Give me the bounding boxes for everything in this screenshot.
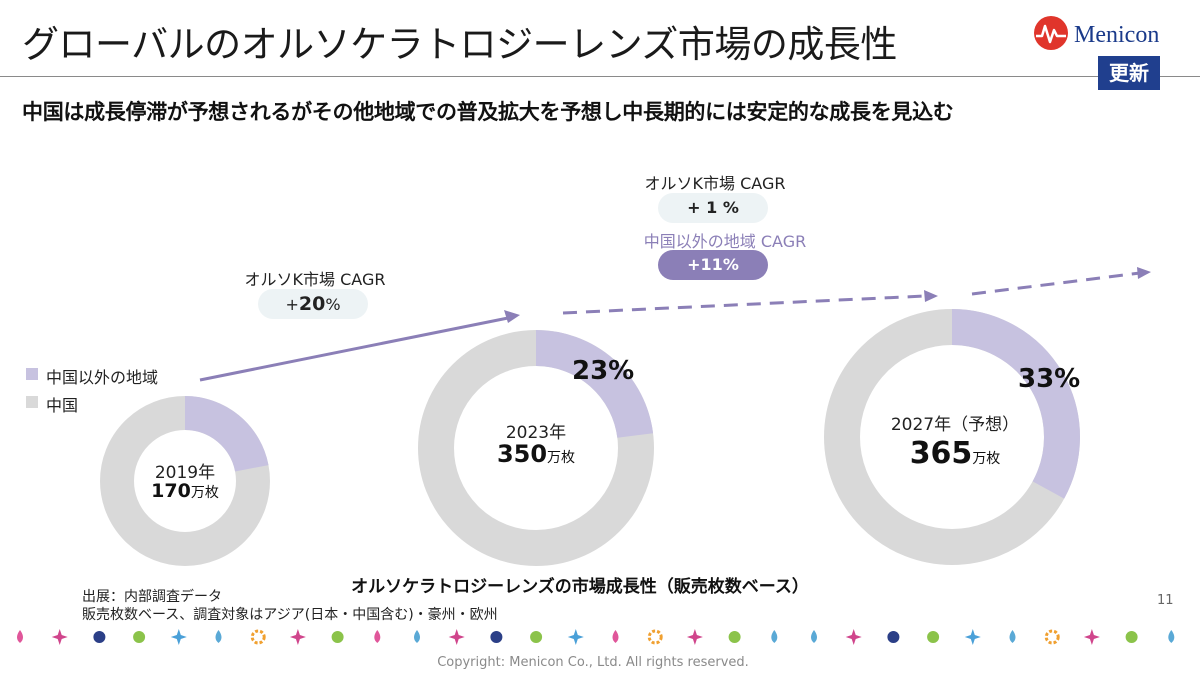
donut-layer (100, 309, 1080, 566)
update-badge: 更新 (1098, 56, 1160, 90)
donut-total-2019-number: 170 (151, 480, 191, 502)
decor-sparkle-icon (51, 629, 68, 645)
donut-total-2023-number: 350 (496, 440, 548, 468)
donut-pct-2027: 33% (1018, 364, 1081, 394)
growth-arrow-head (504, 310, 520, 323)
donut-pct-2023: 23% (572, 356, 635, 386)
decorative-icon-row (17, 629, 1175, 645)
forecast-arrow-head-2 (1137, 267, 1151, 279)
decor-drop-icon (414, 630, 420, 643)
donut-total-2023-unit: 万枚 (547, 450, 576, 466)
decor-drop-icon (215, 630, 222, 643)
menicon-logo: Menicon (1034, 16, 1159, 50)
decor-flower-icon (1044, 629, 1060, 645)
logo-mark-icon (1034, 16, 1068, 50)
cagr-value-suffix: % (325, 295, 341, 314)
legend-label-china: 中国 (46, 396, 79, 415)
forecast-arrow-line-2 (971, 271, 1141, 296)
decor-sparkle-icon (686, 629, 703, 645)
source-note-1: 出展：内部調査データ (82, 589, 222, 605)
donut-total-2023: 350万枚 (476, 440, 596, 468)
decor-drop-icon (374, 630, 381, 643)
decor-drop-icon (811, 630, 817, 643)
decor-drop-icon (612, 630, 619, 643)
page-number: 11 (1157, 593, 1174, 608)
page-title: グローバルのオルソケラトロジーレンズ市場の成長性 (22, 23, 897, 66)
decor-sparkle-icon (448, 629, 465, 645)
decor-drop-icon (1168, 630, 1175, 643)
decor-sparkle-icon (567, 629, 584, 645)
cagr-value-number: 20 (298, 293, 326, 315)
title-divider (0, 76, 1200, 77)
cagr-value-2023-2027: + 1 % (658, 193, 768, 223)
decor-sparkle-icon (1083, 629, 1100, 645)
decor-sparkle-icon (289, 629, 306, 645)
decor-flower-icon (647, 629, 663, 645)
decor-drop-icon (771, 630, 778, 643)
decor-sparkle-icon (170, 629, 187, 645)
donut-total-2027-unit: 万枚 (972, 451, 1001, 467)
decor-m-badge-icon (93, 631, 106, 643)
subtitle: 中国は成長停滞が予想されるがその他地域での普及拡大を予想し中長期的には安定的な成… (22, 100, 954, 124)
donut-segment-other-1 (535, 330, 654, 439)
forecast-arrow-line-1 (562, 294, 926, 315)
decor-m-badge-icon (490, 631, 503, 643)
donut-total-2019: 170万枚 (125, 480, 245, 502)
cagr-label-2023-2027: オルソK市場 CAGR (644, 174, 786, 193)
donut-segment-other-0 (184, 396, 269, 473)
decor-lime-icon (1125, 631, 1138, 643)
decor-drop-icon (17, 630, 23, 643)
growth-arrow-line (199, 316, 509, 382)
decor-lime-icon (331, 631, 344, 643)
legend-swatch-china (26, 396, 38, 408)
decor-flower-icon (250, 629, 266, 645)
donut-year-2027: 2027年（予想） (890, 415, 1020, 435)
legend-swatch-other (26, 368, 38, 380)
decor-sparkle-icon (845, 629, 862, 645)
donut-year-2023: 2023年 (505, 423, 567, 443)
legend-label-other: 中国以外の地域 (46, 368, 159, 387)
logo-text: Menicon (1074, 22, 1159, 48)
chart-caption: オルソケラトロジーレンズの市場成長性（販売枚数ベース） (351, 577, 809, 597)
cagr-other-value: +11% (658, 250, 768, 280)
decor-lime-icon (728, 631, 741, 643)
decor-m-badge-icon (887, 631, 900, 643)
source-note-2: 販売枚数ベース、調査対象はアジア(日本・中国含む)・豪州・欧州 (82, 607, 498, 623)
decor-lime-icon (133, 631, 146, 643)
cagr-value-prefix: + (285, 295, 299, 314)
donut-year-2019: 2019年 (154, 463, 216, 483)
decor-lime-icon (530, 631, 543, 643)
cagr-other-label: 中国以外の地域 CAGR (643, 232, 807, 251)
donut-total-2027: 365万枚 (875, 436, 1035, 471)
decor-sparkle-icon (964, 629, 981, 645)
donut-total-2027-number: 365 (909, 436, 973, 471)
donut-total-2019-unit: 万枚 (190, 485, 219, 501)
decor-lime-icon (927, 631, 940, 643)
copyright: Copyright: Menicon Co., Ltd. All rights … (437, 655, 749, 670)
decor-drop-icon (1009, 630, 1016, 643)
forecast-arrow-head-1 (924, 290, 938, 302)
cagr-label-2019-2023: オルソK市場 CAGR (244, 270, 386, 289)
donut-segment-other-2 (951, 309, 1080, 499)
cagr-value-2019-2023: +20% (258, 289, 368, 319)
